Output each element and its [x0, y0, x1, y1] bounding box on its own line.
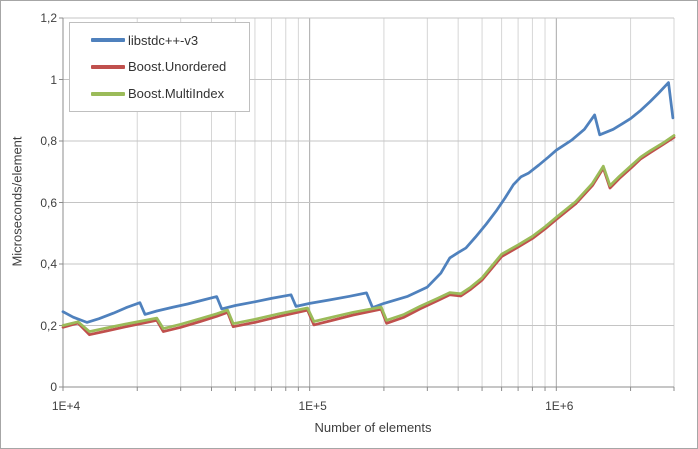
y-tick-label: 0,2: [40, 318, 57, 333]
legend-line-swatch-red: [91, 64, 125, 69]
legend: libstdc++-v3 Boost.Unordered Boost.Multi…: [69, 22, 250, 112]
x-axis-title: Number of elements: [314, 420, 432, 435]
x-tick-label: 1E+4: [51, 399, 81, 413]
series-line-boost-multiindex: [61, 134, 676, 333]
y-tick-label: 0,6: [40, 195, 57, 210]
legend-label: libstdc++-v3: [128, 32, 199, 48]
x-tick-label: 1E+6: [545, 399, 574, 413]
y-tick-label: 0: [50, 380, 57, 394]
legend-line-swatch-green: [91, 91, 125, 96]
series-line-boost-unordered: [61, 135, 676, 337]
y-tick-label: 1,2: [40, 11, 57, 25]
legend-item-libstdc: libstdc++-v3: [91, 27, 249, 53]
y-tick-label: 1: [50, 72, 57, 87]
legend-item-boost-unordered: Boost.Unordered: [91, 54, 249, 80]
legend-item-boost-multiindex: Boost.MultiIndex: [91, 81, 249, 107]
x-tick-label: 1E+5: [298, 399, 327, 413]
y-tick-label: 0,8: [40, 134, 57, 148]
legend-label: Boost.MultiIndex: [128, 86, 225, 102]
series-line-libstdc-v3: [61, 81, 675, 324]
legend-label: Boost.Unordered: [128, 59, 227, 75]
legend-line-swatch-blue: [91, 38, 125, 43]
y-tick-label: 0,4: [40, 257, 57, 271]
